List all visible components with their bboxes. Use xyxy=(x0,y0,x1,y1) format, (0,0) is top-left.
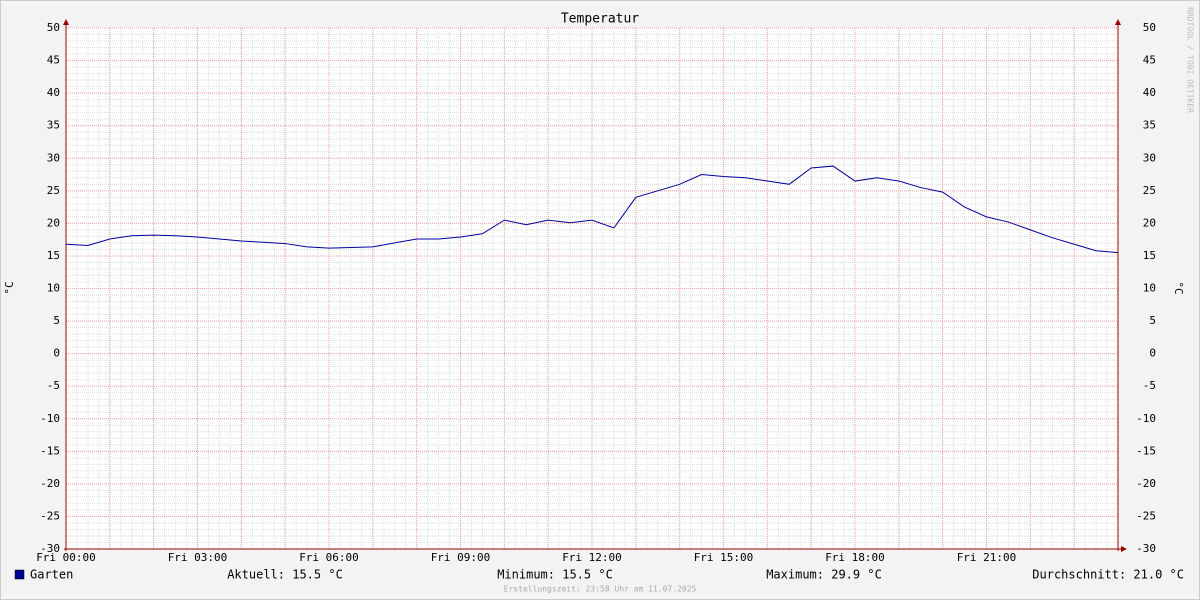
arrow xyxy=(1121,546,1127,552)
arrow xyxy=(1115,19,1121,25)
y2-tick-label: 10 xyxy=(1143,282,1156,295)
y-tick-label: 45 xyxy=(47,54,60,67)
x-tick-label: Fri 00:00 xyxy=(36,551,96,564)
legend-swatch xyxy=(14,569,25,580)
y2-tick-label: 40 xyxy=(1143,86,1156,99)
y-tick-label: -5 xyxy=(47,379,60,392)
y-tick-label: 15 xyxy=(47,249,60,262)
y-tick-label: -15 xyxy=(40,444,60,457)
y-tick-label: 0 xyxy=(53,347,60,360)
y-tick-label: 25 xyxy=(47,184,60,197)
x-tick-label: Fri 03:00 xyxy=(168,551,228,564)
y-tick-label: 35 xyxy=(47,119,60,132)
data-line xyxy=(65,165,1119,254)
legend-stat: Maximum: 29.9 °C xyxy=(766,568,882,582)
y2-tick-label: 45 xyxy=(1143,54,1156,67)
y-tick-label: -20 xyxy=(40,477,60,490)
y2-tick-label: 15 xyxy=(1143,249,1156,262)
x-tick-label: Fri 09:00 xyxy=(431,551,491,564)
chart-title: Temperatur xyxy=(561,12,639,27)
y2-tick-label: -20 xyxy=(1136,477,1156,490)
legend-label: Garten xyxy=(30,568,73,582)
y2-tick-label: -10 xyxy=(1136,412,1156,425)
y2-tick-label: 5 xyxy=(1149,314,1156,327)
x-tick-label: Fri 18:00 xyxy=(825,551,885,564)
arrow xyxy=(63,19,69,25)
y2-axis-label: °C xyxy=(1172,281,1185,294)
legend-stat: Aktuell: 15.5 °C xyxy=(227,568,343,582)
x-tick-label: Fri 06:00 xyxy=(299,551,359,564)
y2-tick-label: 20 xyxy=(1143,216,1156,229)
x-tick-label: Fri 21:00 xyxy=(957,551,1017,564)
x-tick-label: Fri 15:00 xyxy=(694,551,754,564)
y-tick-label: -10 xyxy=(40,412,60,425)
y2-tick-label: -15 xyxy=(1136,444,1156,457)
y2-tick-label: -30 xyxy=(1136,542,1156,555)
footer: Erstellungszeit: 23:58 Uhr am 11.07.2025 xyxy=(504,585,697,594)
y2-tick-label: 50 xyxy=(1143,21,1156,34)
y-tick-label: 30 xyxy=(47,151,60,164)
y-tick-label: 5 xyxy=(53,314,60,327)
x-tick-label: Fri 12:00 xyxy=(562,551,622,564)
y-axis-label: °C xyxy=(3,281,16,294)
y2-tick-label: -5 xyxy=(1143,379,1156,392)
y-tick-label: 40 xyxy=(47,86,60,99)
watermark: RRDTOOL / TOBI OETIKER xyxy=(1186,7,1195,113)
legend-stat: Durchschnitt: 21.0 °C xyxy=(1032,568,1184,582)
y2-tick-label: -25 xyxy=(1136,509,1156,522)
y2-tick-label: 30 xyxy=(1143,151,1156,164)
y-tick-label: -30 xyxy=(40,542,60,555)
y-tick-label: 20 xyxy=(47,216,60,229)
y-tick-label: -25 xyxy=(40,509,60,522)
y-tick-label: 50 xyxy=(47,21,60,34)
y2-tick-label: 0 xyxy=(1149,347,1156,360)
y2-tick-label: 35 xyxy=(1143,119,1156,132)
legend-stat: Minimum: 15.5 °C xyxy=(497,568,613,582)
y-tick-label: 10 xyxy=(47,282,60,295)
y2-tick-label: 25 xyxy=(1143,184,1156,197)
